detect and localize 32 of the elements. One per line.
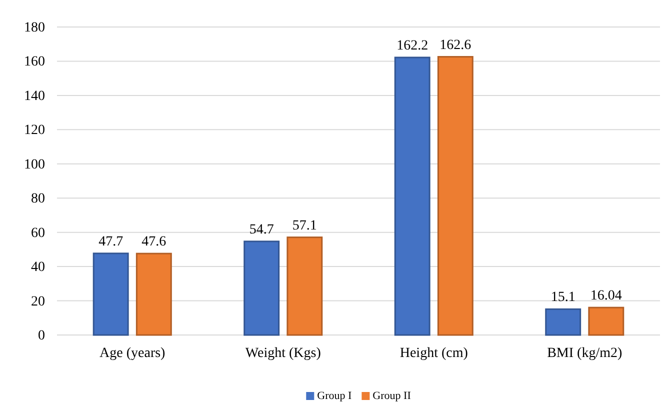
bar bbox=[545, 308, 582, 336]
bar bbox=[588, 306, 624, 336]
bar bbox=[394, 56, 430, 336]
data-label: 47.6 bbox=[142, 234, 166, 250]
y-tick-label: 120 bbox=[24, 123, 45, 138]
data-label: 57.1 bbox=[292, 218, 317, 234]
bar bbox=[244, 240, 280, 336]
data-label: 162.2 bbox=[396, 38, 428, 54]
bar bbox=[92, 252, 129, 336]
y-tick-label: 60 bbox=[31, 226, 45, 241]
y-tick-label: 0 bbox=[38, 328, 45, 344]
x-tick-label: Age (years) bbox=[100, 346, 166, 361]
x-tick-label: BMI (kg/m2) bbox=[547, 346, 622, 361]
data-label: 162.6 bbox=[440, 38, 472, 53]
data-label: 54.7 bbox=[249, 222, 274, 238]
data-label: 15.1 bbox=[550, 290, 576, 306]
y-tick-label: 40 bbox=[31, 260, 45, 276]
y-tick-label: 140 bbox=[24, 88, 45, 104]
x-tick-label: Height (cm) bbox=[400, 346, 468, 361]
y-tick-label: 80 bbox=[31, 192, 45, 207]
bar bbox=[286, 236, 323, 336]
y-tick-label: 100 bbox=[24, 157, 45, 172]
y-tick-label: 180 bbox=[24, 20, 45, 36]
x-tick-label: Weight (Kgs) bbox=[245, 346, 322, 361]
data-label: 16.04 bbox=[590, 288, 622, 304]
y-tick-label: 20 bbox=[31, 294, 45, 310]
bar bbox=[136, 252, 172, 336]
legend-label: Group II bbox=[372, 390, 412, 402]
y-tick-label: 160 bbox=[24, 54, 45, 70]
legend-label: Group I bbox=[317, 390, 352, 402]
bar bbox=[437, 56, 474, 336]
data-label: 47.7 bbox=[98, 234, 124, 250]
